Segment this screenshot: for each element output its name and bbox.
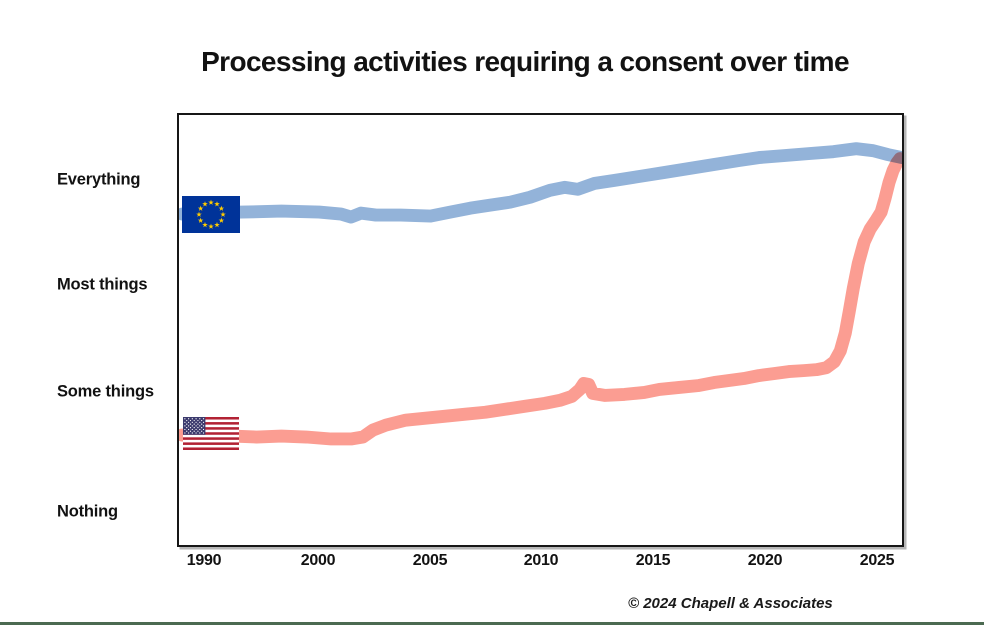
chart-title: Processing activities requiring a consen… <box>201 46 849 77</box>
chart-canvas <box>179 142 902 446</box>
y-axis-label: Some things <box>57 382 154 401</box>
x-tick-label: 2005 <box>412 552 448 569</box>
y-axis-label: Nothing <box>57 502 118 521</box>
x-tick-label: 2000 <box>300 552 336 569</box>
us-flag-icon <box>183 417 239 450</box>
copyright-note: © 2024 Chapell & Associates <box>628 595 833 612</box>
plot-frame <box>177 113 904 547</box>
y-axis-label: Everything <box>57 170 141 189</box>
bottom-accent-bar <box>0 622 984 625</box>
series-line-us <box>179 152 902 446</box>
series-line-eu <box>179 142 902 224</box>
x-tick-label: 2025 <box>859 552 895 569</box>
y-axis-label: Most things <box>57 275 148 294</box>
x-tick-label: 2015 <box>635 552 671 569</box>
x-tick-label: 1990 <box>186 552 222 569</box>
eu-flag-icon <box>182 196 240 233</box>
x-tick-label: 2020 <box>747 552 783 569</box>
x-tick-label: 2010 <box>523 552 559 569</box>
